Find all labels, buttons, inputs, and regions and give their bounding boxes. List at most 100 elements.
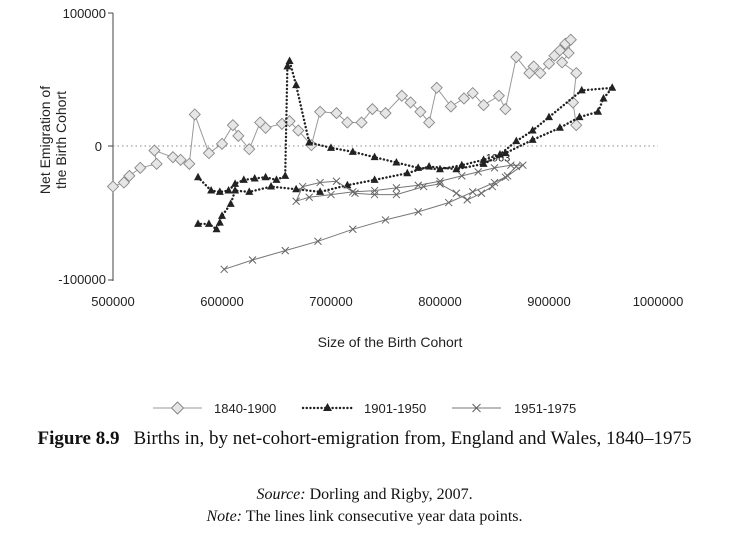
data-point-1951-1975-25 <box>298 182 307 191</box>
data-point-1901-1950-14 <box>305 137 314 146</box>
figure-note: Note: The lines link consecutive year da… <box>0 507 729 527</box>
data-point-1901-1950-13 <box>292 80 301 89</box>
data-point-1840-1900-23 <box>330 106 343 120</box>
data-point-1840-1900-41 <box>527 60 540 73</box>
data-point-1840-1900-10 <box>188 108 201 121</box>
data-point-1840-1900-50 <box>570 66 583 80</box>
data-point-1951-1975-32 <box>436 180 444 188</box>
data-point-1840-1900-5 <box>150 157 163 170</box>
data-point-1840-1900-22 <box>313 105 327 118</box>
data-point-1951-1975-16 <box>457 172 466 180</box>
data-point-1840-1900-13 <box>226 119 240 132</box>
x-tick-label-600000: 600000 <box>200 294 243 309</box>
y-tick-label-top: 100000 <box>63 6 106 21</box>
data-point-1840-1900-25 <box>355 116 368 129</box>
data-point-1951-1975-10 <box>490 178 499 187</box>
series-line-1901-1950 <box>196 59 614 231</box>
data-point-1840-1900-12 <box>215 137 229 150</box>
data-point-1901-1950-6 <box>239 175 248 183</box>
data-point-1840-1900-24 <box>341 116 354 129</box>
data-point-1901-1950-45 <box>231 186 240 194</box>
data-point-1951-1975-38 <box>512 162 521 171</box>
data-point-1840-1900-30 <box>414 105 427 118</box>
data-point-1901-1950-21 <box>457 160 466 169</box>
data-point-1901-1950-19 <box>414 163 423 171</box>
data-point-1901-1950-27 <box>577 85 586 94</box>
y-tick-label-zero: 0 <box>95 139 102 154</box>
data-point-1901-1950-24 <box>512 136 521 145</box>
data-point-1951-1975-14 <box>490 164 499 172</box>
data-point-1901-1950-35 <box>479 159 488 167</box>
series-line-1840-1900 <box>112 38 577 188</box>
data-point-1840-1900-36 <box>477 98 490 112</box>
data-point-1901-1950-8 <box>261 172 270 181</box>
data-point-1840-1900-32 <box>430 81 443 94</box>
note-label: Note: <box>206 508 242 525</box>
data-point-1951-1975-11 <box>503 172 512 180</box>
data-point-1840-1900-4 <box>134 161 147 174</box>
data-point-1901-1950-30 <box>594 107 603 115</box>
data-point-1840-1900-42 <box>534 66 547 80</box>
data-point-1901-1950-5 <box>231 179 240 187</box>
data-point-1951-1975-12 <box>518 161 527 170</box>
data-point-1840-1900-49 <box>555 56 569 69</box>
figure-caption: Figure 8.9 Births in, by net-cohort-emigr… <box>0 427 729 451</box>
data-point-1840-1900-37 <box>492 89 505 102</box>
data-point-1901-1950-12 <box>285 56 294 65</box>
data-point-1901-1950-9 <box>272 175 281 183</box>
data-point-1840-1900-3 <box>123 169 136 183</box>
annotation-1963: 1963 <box>486 153 510 165</box>
data-point-1840-1900-8 <box>174 153 187 166</box>
data-point-1901-1950-40 <box>343 180 352 189</box>
data-point-1951-1975-29 <box>370 190 379 199</box>
legend-marker-1840-1900 <box>170 401 185 415</box>
data-point-1901-1950-32 <box>555 123 564 131</box>
data-point-1901-1950-16 <box>348 147 357 155</box>
data-point-1951-1975-9 <box>468 188 477 196</box>
data-point-1951-1975-30 <box>392 190 401 199</box>
data-point-1901-1950-1 <box>194 172 203 181</box>
figure-label: Figure 8.9 <box>37 428 120 449</box>
plot-area <box>106 33 617 274</box>
data-point-1901-1950-15 <box>327 143 335 151</box>
data-point-1951-1975-35 <box>477 189 486 198</box>
data-point-1901-1950-31 <box>575 112 584 121</box>
data-point-1901-1950-36 <box>452 164 461 173</box>
data-point-1951-1975-21 <box>348 188 357 196</box>
data-point-1840-1900-14 <box>232 129 245 142</box>
data-point-1840-1900-33 <box>444 100 458 113</box>
data-point-1951-1975-33 <box>452 189 461 198</box>
y-tick-label-bottom: -100000 <box>58 272 106 287</box>
series-1840-1900 <box>106 33 583 193</box>
data-point-1901-1950-29 <box>599 93 608 102</box>
data-point-1901-1950-26 <box>545 112 553 121</box>
chart-axes: 100000 0 -100000 500000 600000 700000 80… <box>37 6 683 350</box>
data-point-1840-1900-28 <box>395 89 408 102</box>
data-point-1840-1900-39 <box>510 50 523 64</box>
data-point-1901-1950-2 <box>207 186 216 194</box>
legend-item-1840-1900: 1840-1900 <box>153 401 276 416</box>
data-point-1840-1900-31 <box>422 116 436 129</box>
data-point-1840-1900-29 <box>404 96 417 109</box>
data-point-1901-1950-11 <box>283 61 292 70</box>
y-axis-title: Net Emigration of the Birth Cohort <box>37 86 69 194</box>
data-point-1951-1975-17 <box>436 177 444 186</box>
data-point-1951-1975-4 <box>314 237 322 246</box>
data-point-1951-1975-23 <box>305 193 314 202</box>
data-point-1951-1975-37 <box>501 173 510 182</box>
data-point-1840-1900-52 <box>570 119 583 132</box>
figure-source: Source: Dorling and Rigby, 2007. <box>0 485 729 505</box>
data-point-1901-1950-39 <box>370 175 379 183</box>
data-point-1951-1975-2 <box>248 256 257 264</box>
data-point-1951-1975-1 <box>220 265 229 274</box>
x-tick-label-500000: 500000 <box>91 294 134 309</box>
legend-marker-1901-1950 <box>323 403 332 411</box>
data-point-1840-1900-48 <box>562 46 575 60</box>
legend-item-1901-1950: 1901-1950 <box>301 401 426 416</box>
data-point-1901-1950-38 <box>403 168 412 177</box>
x-tick-label-700000: 700000 <box>309 294 352 309</box>
data-point-1840-1900-38 <box>499 102 512 116</box>
data-point-1901-1950-17 <box>370 152 379 161</box>
data-point-1901-1950-10 <box>281 171 290 179</box>
y-axis-title-line-1: Net Emigration of <box>37 86 53 194</box>
